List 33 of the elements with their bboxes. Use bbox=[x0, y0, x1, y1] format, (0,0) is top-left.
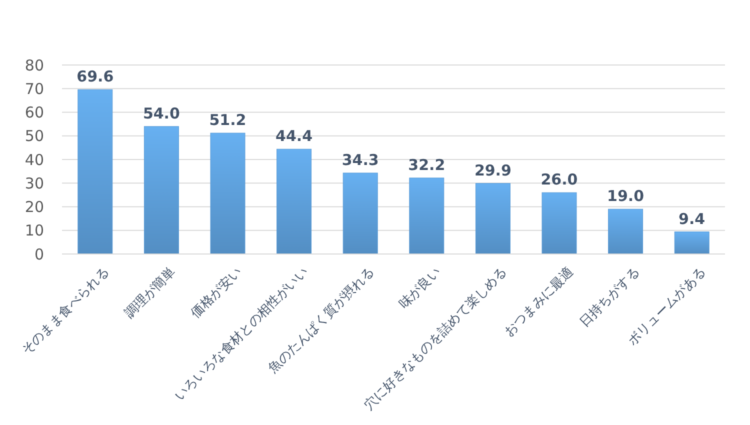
data-label: 54.0 bbox=[142, 104, 180, 122]
bar bbox=[210, 132, 246, 254]
bar bbox=[144, 126, 179, 254]
y-tick-label: 10 bbox=[24, 222, 44, 240]
bar bbox=[78, 89, 113, 254]
data-label: 26.0 bbox=[540, 170, 578, 189]
bar bbox=[674, 232, 710, 254]
bar bbox=[409, 178, 444, 254]
bar bbox=[276, 148, 312, 254]
data-label: 51.2 bbox=[209, 111, 246, 130]
y-tick-label: 80 bbox=[24, 56, 44, 74]
y-tick-label: 30 bbox=[24, 174, 44, 192]
data-label: 44.4 bbox=[276, 127, 313, 146]
data-label: 19.0 bbox=[607, 187, 644, 206]
y-tick-label: 70 bbox=[24, 80, 44, 98]
y-tick-label: 0 bbox=[34, 245, 44, 264]
y-tick-label: 50 bbox=[24, 127, 44, 146]
bar bbox=[542, 192, 577, 254]
data-label: 9.4 bbox=[678, 210, 706, 228]
x-tick-label: 調理が簡単 bbox=[122, 264, 179, 322]
data-label: 32.2 bbox=[408, 156, 446, 174]
data-label: 29.9 bbox=[474, 161, 512, 180]
x-tick-label: そのまま食べられる bbox=[19, 264, 112, 358]
bar bbox=[342, 172, 378, 254]
x-tick-label: 価格が安い bbox=[188, 264, 246, 322]
y-tick-label: 40 bbox=[24, 150, 44, 169]
data-label: 34.3 bbox=[342, 150, 379, 169]
bar bbox=[475, 183, 510, 254]
data-label: 69.6 bbox=[76, 68, 114, 86]
bar bbox=[608, 208, 644, 254]
x-tick-label: 味が良い bbox=[396, 264, 444, 312]
y-tick-label: 20 bbox=[24, 198, 44, 216]
y-tick-label: 60 bbox=[24, 104, 44, 122]
